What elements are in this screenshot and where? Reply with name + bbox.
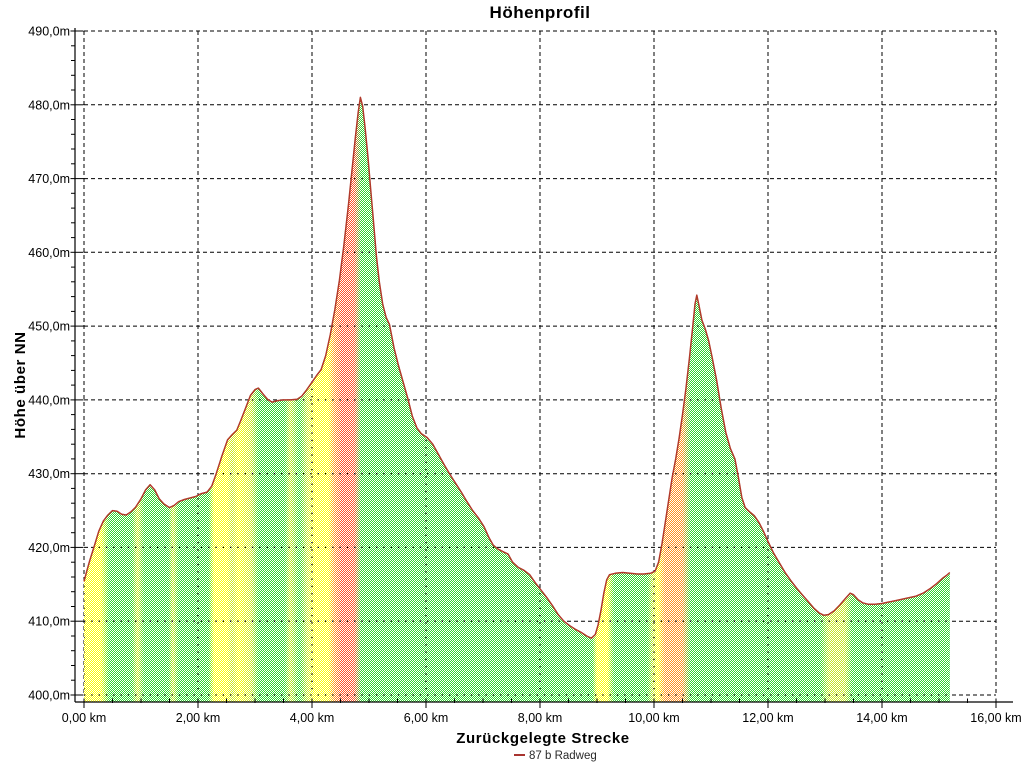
y-tick-label: 480,0m — [28, 98, 70, 112]
y-tick-label: 440,0m — [28, 393, 70, 407]
chart-title: Höhenprofil — [490, 3, 591, 22]
y-tick-label: 420,0m — [28, 541, 70, 555]
legend: 87 b Radweg — [514, 750, 597, 762]
elevation-line — [83, 96, 951, 639]
y-tick-label: 470,0m — [28, 172, 70, 186]
x-axis-title: Zurückgelegte Strecke — [456, 730, 630, 747]
x-tick-label: 14,00 km — [856, 711, 907, 725]
x-tick-label: 2,00 km — [176, 711, 220, 725]
y-tick-label: 490,0m — [28, 25, 70, 39]
x-tick-label: 6,00 km — [404, 711, 448, 725]
x-tick-label: 0,00 km — [62, 711, 106, 725]
y-tick-label: 410,0m — [28, 615, 70, 629]
y-tick-labels: 400,0m 410,0m 420,0m 430,0m 440,0m 450,0m 460,… — [28, 25, 70, 703]
y-tick-label: 430,0m — [28, 467, 70, 481]
x-tick-label: 4,00 km — [290, 711, 334, 725]
x-tick-labels: 0,00 km 2,00 km 4,00 km 6,00 km 8,00 km 10,00… — [62, 711, 1022, 725]
y-axis-title: Höhe über NN — [12, 331, 29, 438]
y-tick-label: 450,0m — [28, 320, 70, 334]
x-tick-label: 12,00 km — [742, 711, 793, 725]
axes — [74, 28, 1013, 703]
x-tick-label: 16,00 km — [970, 711, 1021, 725]
y-tick-label: 460,0m — [28, 246, 70, 260]
legend-series-label: 87 b Radweg — [529, 750, 597, 762]
y-tick-label: 400,0m — [28, 689, 70, 703]
axis-ticks — [70, 30, 997, 708]
x-tick-label: 10,00 km — [628, 711, 679, 725]
x-tick-label: 8,00 km — [518, 711, 562, 725]
